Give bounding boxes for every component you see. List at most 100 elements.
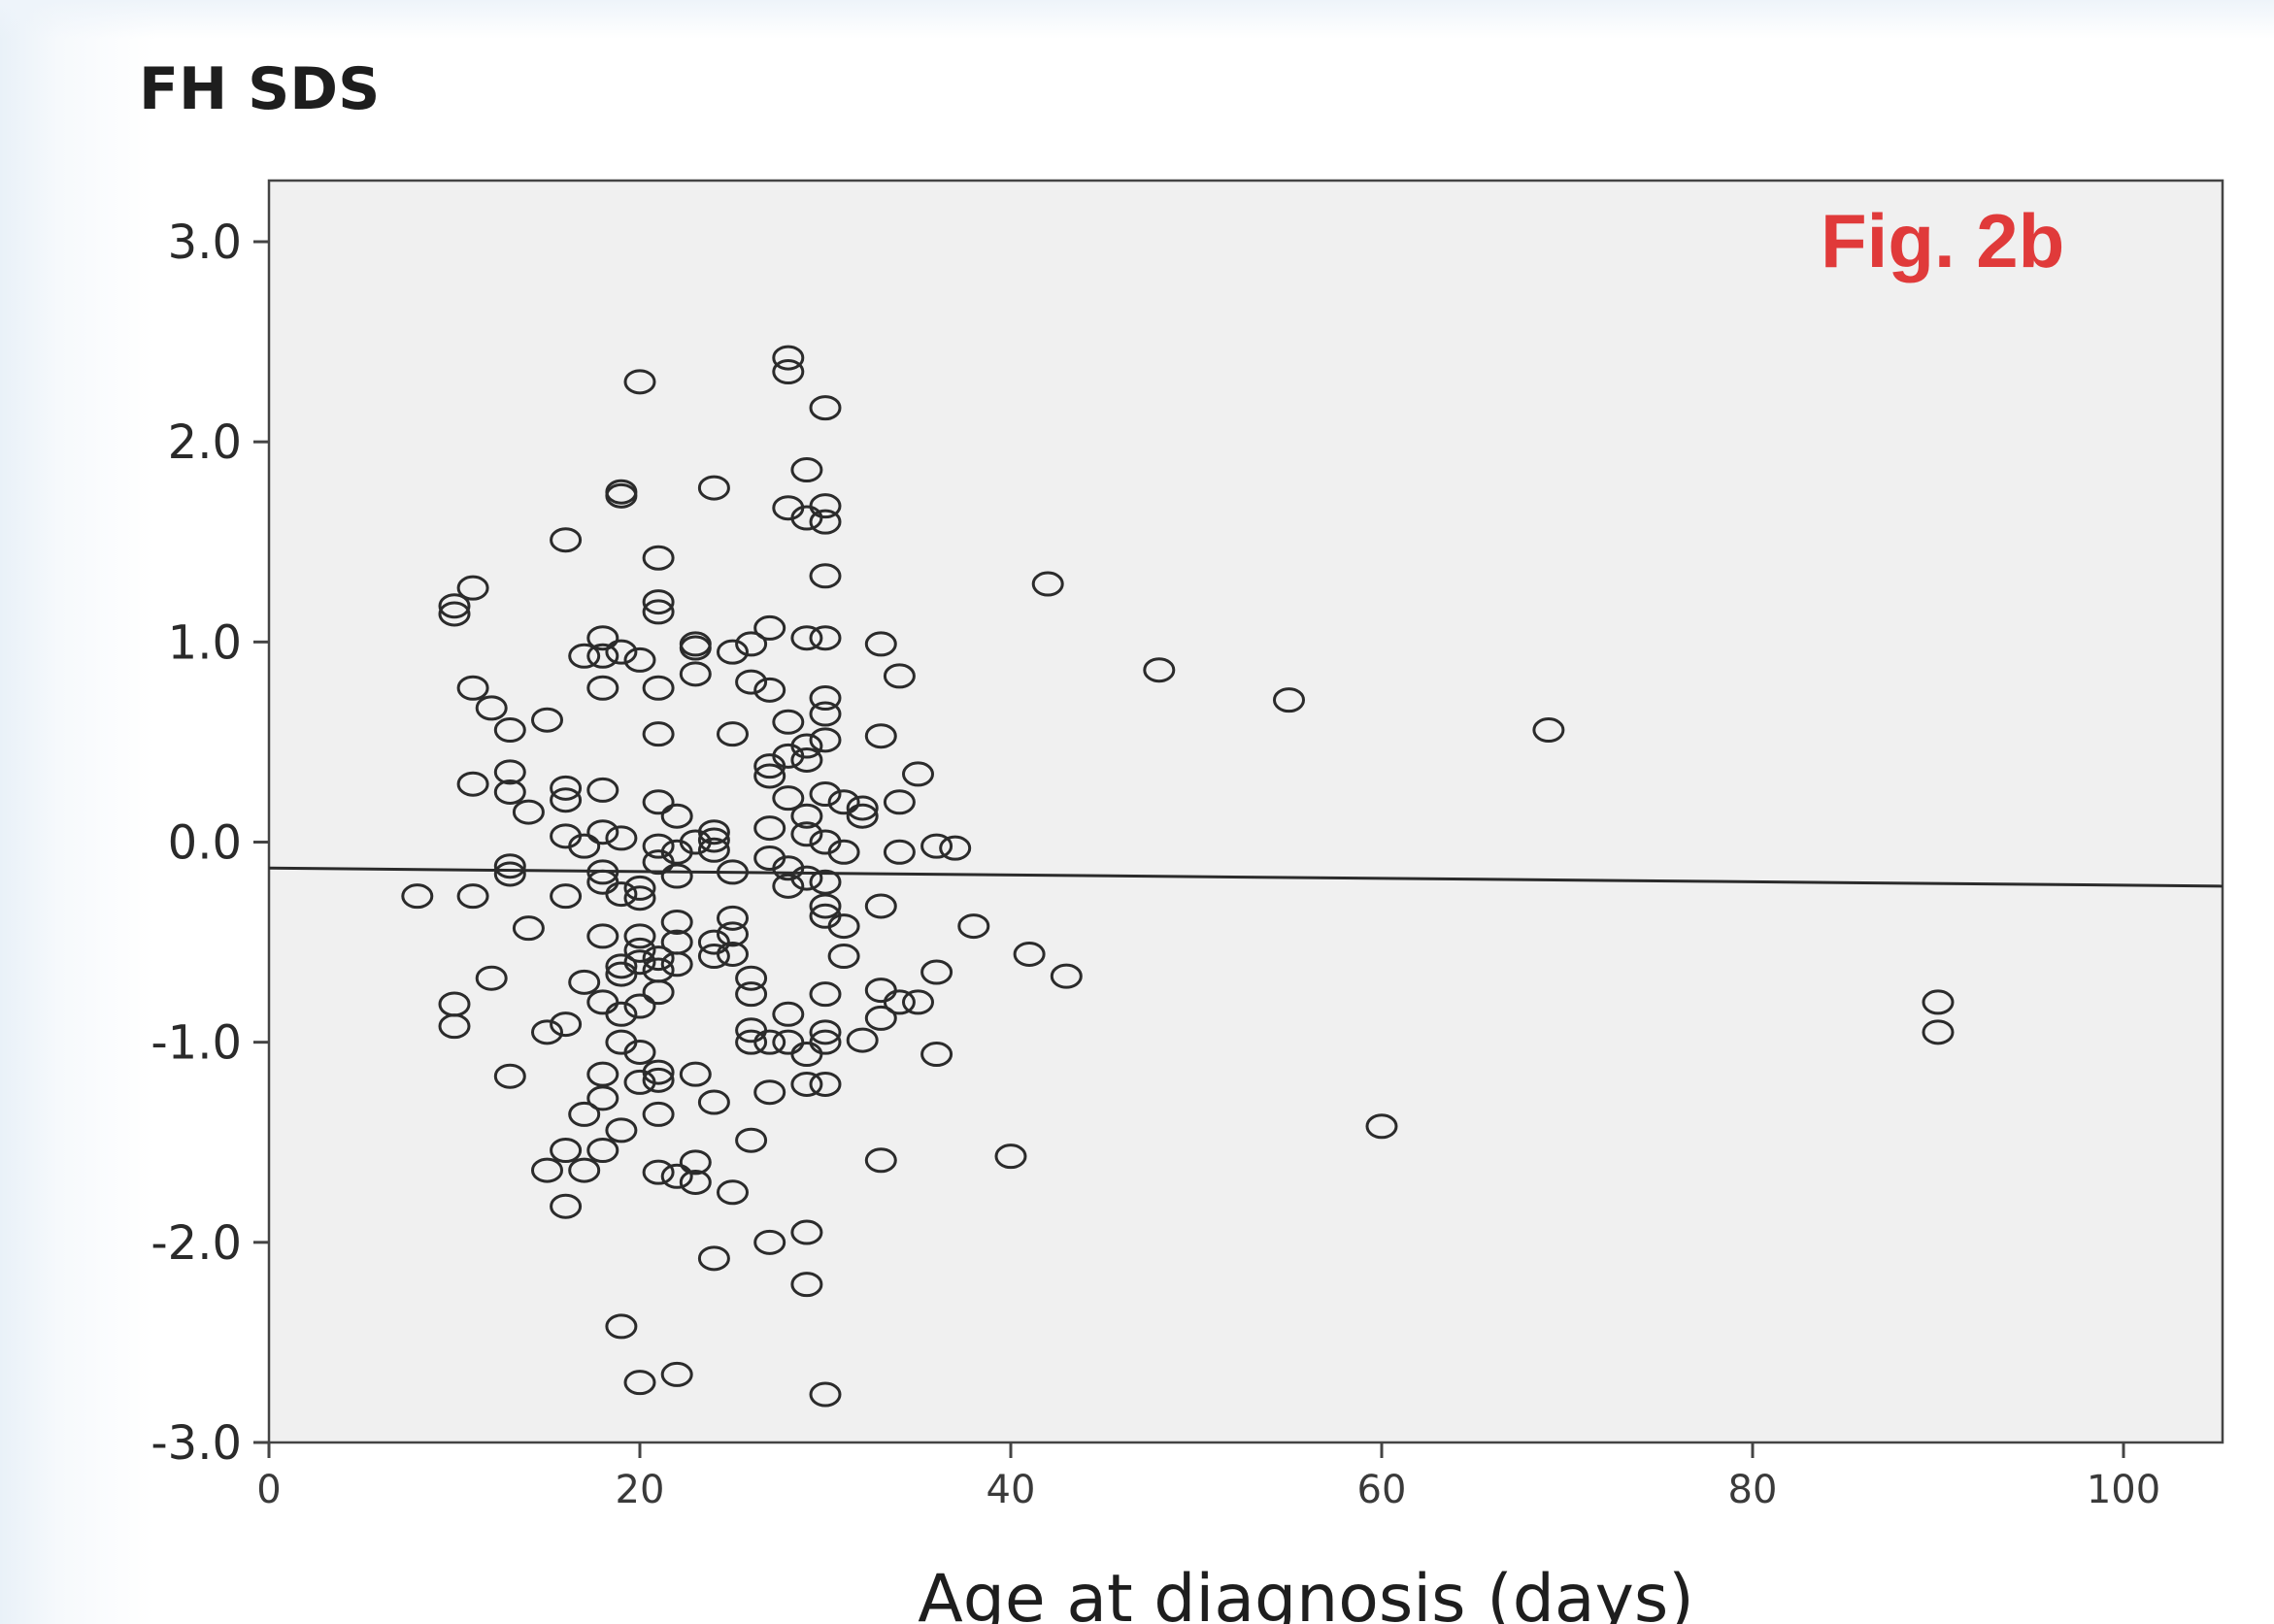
data-point bbox=[512, 799, 545, 825]
data-point bbox=[790, 1042, 823, 1068]
data-point bbox=[550, 883, 583, 910]
data-point bbox=[957, 913, 990, 940]
data-point bbox=[605, 482, 638, 509]
data-point bbox=[642, 833, 675, 859]
data-point bbox=[809, 727, 842, 753]
y-tick-label: -1.0 bbox=[150, 1016, 242, 1071]
data-point bbox=[902, 761, 934, 787]
data-point bbox=[846, 803, 879, 829]
data-point bbox=[864, 631, 897, 657]
chart-title: FH SDS bbox=[139, 55, 380, 123]
data-point bbox=[790, 1071, 823, 1097]
data-point bbox=[717, 721, 749, 747]
data-point bbox=[994, 1143, 1027, 1170]
data-point bbox=[586, 777, 619, 803]
data-point bbox=[1273, 687, 1305, 713]
data-point bbox=[623, 1370, 656, 1396]
data-point bbox=[438, 1013, 471, 1040]
data-point bbox=[531, 707, 563, 733]
data-point bbox=[605, 953, 638, 979]
data-point bbox=[605, 1001, 638, 1027]
data-point bbox=[809, 1071, 842, 1097]
data-point bbox=[642, 1059, 675, 1085]
data-point bbox=[790, 1272, 823, 1298]
data-point bbox=[697, 1089, 730, 1115]
x-tick-label: 60 bbox=[1357, 1468, 1407, 1512]
data-point bbox=[642, 1159, 675, 1185]
data-point bbox=[605, 825, 638, 851]
data-point bbox=[735, 965, 768, 991]
y-tick-label: 0.0 bbox=[168, 816, 242, 871]
data-point bbox=[790, 821, 823, 847]
data-point bbox=[660, 951, 693, 978]
data-point bbox=[809, 685, 842, 712]
data-point bbox=[623, 937, 656, 963]
data-point bbox=[642, 589, 675, 615]
data-point bbox=[493, 759, 526, 785]
data-point bbox=[642, 599, 675, 625]
data-point bbox=[586, 675, 619, 701]
data-point bbox=[660, 1163, 693, 1189]
x-tick-label: 100 bbox=[2087, 1468, 2160, 1512]
data-point bbox=[679, 1169, 712, 1195]
data-point bbox=[1031, 571, 1064, 597]
data-point bbox=[735, 669, 768, 695]
y-tick-label: 3.0 bbox=[168, 215, 242, 270]
data-point bbox=[1365, 1113, 1398, 1140]
data-point bbox=[679, 661, 712, 687]
data-point bbox=[735, 1029, 768, 1055]
data-point bbox=[586, 1085, 619, 1111]
data-point bbox=[660, 803, 693, 829]
data-point bbox=[623, 369, 656, 395]
data-point bbox=[790, 865, 823, 891]
data-point bbox=[660, 863, 693, 889]
data-point bbox=[697, 1245, 730, 1272]
data-point bbox=[605, 639, 638, 665]
data-point bbox=[623, 646, 656, 673]
data-point bbox=[1050, 963, 1083, 989]
data-point bbox=[642, 545, 675, 571]
data-point bbox=[883, 839, 916, 865]
data-point bbox=[568, 833, 601, 859]
data-point bbox=[605, 1313, 638, 1340]
data-point bbox=[735, 631, 768, 657]
data-point bbox=[864, 1005, 897, 1031]
background-band bbox=[0, 0, 2274, 39]
data-point bbox=[697, 944, 730, 970]
data-point bbox=[1143, 657, 1176, 683]
data-points bbox=[401, 345, 1955, 1408]
data-point bbox=[809, 493, 842, 519]
data-point bbox=[493, 779, 526, 805]
data-point bbox=[920, 1042, 953, 1068]
data-point bbox=[401, 883, 434, 910]
y-tick-label: 1.0 bbox=[168, 615, 242, 670]
data-point bbox=[531, 1157, 563, 1183]
data-point bbox=[809, 395, 842, 421]
data-point bbox=[827, 913, 860, 940]
data-point bbox=[697, 837, 730, 863]
data-point bbox=[809, 563, 842, 589]
data-point bbox=[456, 883, 489, 910]
data-point bbox=[623, 1039, 656, 1065]
data-point bbox=[493, 853, 526, 879]
data-point bbox=[660, 909, 693, 935]
data-point bbox=[642, 675, 675, 701]
y-tick-label: -3.0 bbox=[150, 1416, 242, 1471]
data-point bbox=[717, 941, 749, 967]
data-point bbox=[735, 1127, 768, 1153]
data-point bbox=[512, 915, 545, 942]
x-axis: 0 20 40 60 80 100 bbox=[256, 1442, 2160, 1512]
x-tick-label: 20 bbox=[616, 1468, 665, 1512]
data-point bbox=[753, 1229, 786, 1255]
data-point bbox=[809, 1019, 842, 1045]
x-tick-label: 40 bbox=[987, 1468, 1036, 1512]
data-point bbox=[605, 1117, 638, 1143]
data-point bbox=[660, 1361, 693, 1387]
data-point bbox=[772, 345, 805, 371]
y-axis: 3.0 2.0 1.0 0.0 -1.0 -2.0 -3.0 bbox=[150, 215, 269, 1471]
data-point bbox=[1532, 717, 1565, 744]
data-point bbox=[493, 717, 526, 744]
data-point bbox=[697, 827, 730, 853]
data-point bbox=[642, 789, 675, 815]
